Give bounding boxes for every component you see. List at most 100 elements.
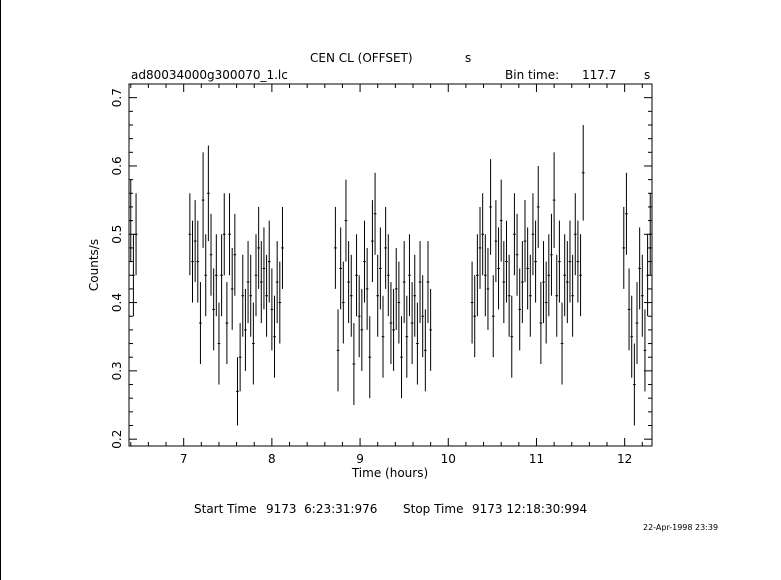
data-point — [494, 200, 498, 283]
data-point — [397, 261, 401, 344]
data-point — [241, 254, 245, 337]
data-point — [635, 282, 639, 365]
data-point — [207, 145, 210, 242]
data-point — [568, 220, 572, 303]
data-point — [483, 234, 487, 317]
data-point — [191, 220, 194, 303]
y-axis-ticks: 0.2 0.3 0.4 0.5 0.6 0.7 — [110, 83, 652, 449]
data-point — [214, 234, 218, 317]
data-point — [627, 268, 631, 351]
data-point — [505, 220, 508, 303]
data-point — [230, 247, 234, 330]
data-point — [513, 193, 516, 276]
data-point — [531, 193, 535, 276]
y-tick-label: 0.4 — [110, 293, 124, 312]
data-point — [259, 241, 263, 324]
data-point — [429, 288, 432, 371]
data-point — [204, 234, 208, 317]
data-point — [355, 234, 358, 317]
file-label: ad80034000g300070_1.lc — [131, 68, 288, 82]
data-point — [252, 302, 255, 385]
data-point — [257, 206, 260, 289]
chart-title-unit: s — [465, 51, 472, 65]
data-point — [416, 302, 419, 385]
x-axis-label: Time (hours) — [351, 466, 428, 480]
data-point — [640, 254, 644, 337]
data-point — [188, 193, 192, 276]
start-time-value: 9173 6:23:31:976 — [266, 502, 378, 516]
data-point — [421, 275, 425, 358]
data-point — [581, 124, 585, 221]
data-point — [542, 241, 545, 324]
data-point — [363, 220, 366, 303]
data-point — [275, 241, 279, 324]
data-point — [418, 241, 422, 324]
data-point — [357, 275, 361, 358]
data-point — [424, 309, 427, 392]
data-point — [625, 172, 628, 255]
data-point — [392, 288, 395, 371]
data-point — [344, 179, 348, 262]
data-point — [236, 357, 239, 426]
data-point — [476, 234, 479, 317]
data-point — [573, 193, 577, 276]
start-time-label: Start Time — [194, 502, 257, 516]
data-point — [552, 152, 556, 248]
data-point — [249, 254, 253, 337]
data-point — [502, 241, 506, 324]
data-point — [638, 227, 641, 310]
data-point — [648, 193, 652, 276]
data-point — [566, 241, 569, 324]
data-point — [402, 241, 406, 324]
data-points — [129, 124, 652, 426]
data-point — [515, 213, 519, 296]
data-point — [262, 227, 266, 310]
data-point — [473, 275, 477, 358]
data-point — [341, 261, 345, 344]
data-point — [413, 254, 417, 337]
data-point — [273, 295, 276, 378]
data-point — [408, 234, 411, 317]
data-point — [368, 316, 372, 399]
bin-time-value: 117.7 — [582, 68, 617, 82]
data-point — [336, 309, 340, 392]
x-tick-label: 12 — [617, 452, 632, 466]
data-point — [510, 295, 514, 378]
data-point — [349, 254, 353, 337]
y-tick-label: 0.3 — [110, 361, 124, 380]
x-tick-label: 7 — [180, 452, 188, 466]
data-point — [201, 152, 205, 248]
y-tick-label: 0.2 — [110, 430, 124, 449]
data-point — [518, 268, 522, 351]
data-point — [132, 234, 135, 317]
left-border-line — [0, 0, 1, 580]
data-point — [376, 254, 380, 337]
y-tick-label: 0.5 — [110, 225, 124, 244]
data-point — [373, 172, 377, 255]
data-point — [633, 343, 636, 426]
data-point — [576, 220, 580, 303]
chart-title: CEN CL (OFFSET) — [310, 51, 413, 65]
data-point — [523, 200, 527, 283]
data-point — [225, 282, 229, 365]
data-point — [265, 254, 268, 337]
data-point — [486, 247, 490, 330]
data-point — [550, 213, 553, 296]
data-point — [405, 295, 409, 378]
data-point — [134, 193, 138, 276]
y-tick-label: 0.6 — [110, 156, 124, 175]
bin-time-unit: s — [644, 68, 651, 82]
data-point — [643, 309, 647, 392]
data-point — [539, 282, 543, 365]
y-axis-label: Counts/s — [87, 239, 101, 291]
data-point — [622, 206, 626, 289]
data-point — [547, 234, 551, 317]
data-point — [339, 227, 342, 310]
data-point — [481, 193, 484, 276]
data-point — [571, 254, 574, 337]
data-point — [209, 213, 213, 296]
data-point — [394, 247, 398, 330]
data-point — [347, 241, 350, 324]
data-point — [534, 220, 537, 303]
data-point — [267, 220, 271, 303]
